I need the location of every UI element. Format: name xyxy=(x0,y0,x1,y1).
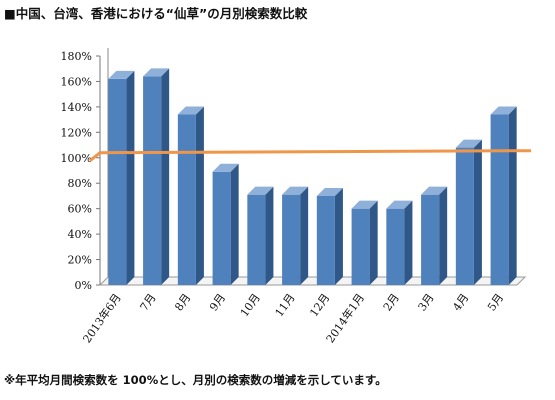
bar-side xyxy=(300,186,309,285)
bar-side xyxy=(439,186,448,285)
y-tick-label: 160% xyxy=(61,75,92,88)
x-tick-label: 9月 xyxy=(207,291,228,313)
bar xyxy=(455,147,474,285)
y-tick-label: 0% xyxy=(75,279,92,292)
chart-title: ■中国、台湾、香港における“仙草”の月別検索数比較 xyxy=(4,6,308,21)
bar-top xyxy=(316,187,343,196)
bar xyxy=(177,114,196,286)
bar xyxy=(247,194,266,285)
bar xyxy=(212,171,231,285)
y-tick-label: 20% xyxy=(68,254,92,267)
bar-top xyxy=(143,68,170,77)
bar xyxy=(108,78,127,286)
bar-top xyxy=(177,106,204,115)
bar-top xyxy=(212,163,239,172)
y-tick-label: 100% xyxy=(61,152,92,165)
x-tick-label: 7月 xyxy=(138,291,159,313)
bar xyxy=(351,208,370,285)
bar-top xyxy=(421,186,448,195)
bar-top xyxy=(108,70,135,79)
x-tick-label: 12月 xyxy=(307,291,332,319)
x-tick-label: 2月 xyxy=(381,291,402,313)
chart-floor xyxy=(98,276,527,286)
x-tick-label: 4月 xyxy=(450,291,471,313)
y-tick-label: 180% xyxy=(61,50,92,63)
bar-side xyxy=(161,68,170,285)
x-tick-label: 2013年6月 xyxy=(80,291,124,346)
reference-line-lead xyxy=(89,151,101,162)
bar-side xyxy=(473,139,482,285)
bar xyxy=(386,208,405,285)
bar xyxy=(490,114,509,286)
y-tick-label: 120% xyxy=(61,126,92,139)
bar-top xyxy=(247,186,274,195)
bar-top xyxy=(351,200,378,209)
y-tick-label: 40% xyxy=(68,228,92,241)
bar xyxy=(316,195,335,285)
bar-side xyxy=(230,163,239,285)
bar xyxy=(282,194,301,285)
x-tick-label: 10月 xyxy=(238,291,263,319)
bar-side xyxy=(334,187,343,285)
bar-top xyxy=(455,139,482,148)
footnote: ※年平均月間検索数を 100%とし、月別の検索数の増減を示しています。 xyxy=(4,373,387,387)
bar-top xyxy=(282,186,309,195)
bar-top xyxy=(386,200,413,209)
bar xyxy=(421,194,440,285)
y-tick-label: 140% xyxy=(61,101,92,114)
reference-line xyxy=(99,149,532,155)
x-tick-label: 3月 xyxy=(416,291,437,313)
bar xyxy=(143,76,162,285)
y-tick-label: 80% xyxy=(68,177,92,190)
bar-side xyxy=(195,106,204,286)
x-tick-label: 8月 xyxy=(172,291,193,313)
bar-top xyxy=(490,106,517,115)
x-tick-label: 5月 xyxy=(485,291,506,313)
x-tick-label: 11月 xyxy=(273,291,298,319)
bar-side xyxy=(508,106,517,286)
bar-side xyxy=(369,200,378,285)
y-tick-label: 60% xyxy=(68,203,92,216)
bar-side xyxy=(404,200,413,285)
bar-side xyxy=(265,186,274,285)
bar-side xyxy=(126,70,135,286)
